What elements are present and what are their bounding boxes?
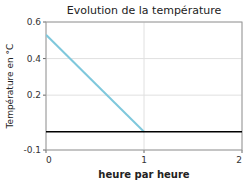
tick-label: 1 [141,155,147,165]
grid [46,22,242,150]
line [46,35,144,132]
tick-label: 0.6 [27,17,42,27]
ticks: -0.1 0.2 0.4 0.6 0 1 2 [23,17,242,165]
title: Evolution de la température [67,4,222,17]
tick-label: 2 [236,155,242,165]
tick-label: 0.2 [27,90,41,100]
plot-area [46,35,242,132]
plot-frame [46,22,242,150]
tick-label: 0.4 [27,54,42,64]
x-axis-label: heure par heure [98,169,189,180]
chart: -0.1 0.2 0.4 0.6 0 1 2 Evolution de la températ… [0,0,250,188]
y-axis-label: Température en °C [5,44,15,130]
chart-container: -0.1 0.2 0.4 0.6 0 1 2 Evolution de la températ… [0,0,250,188]
tick-label: -0.1 [23,145,41,155]
baseline [46,131,242,133]
tick-label: 0 [46,155,52,165]
